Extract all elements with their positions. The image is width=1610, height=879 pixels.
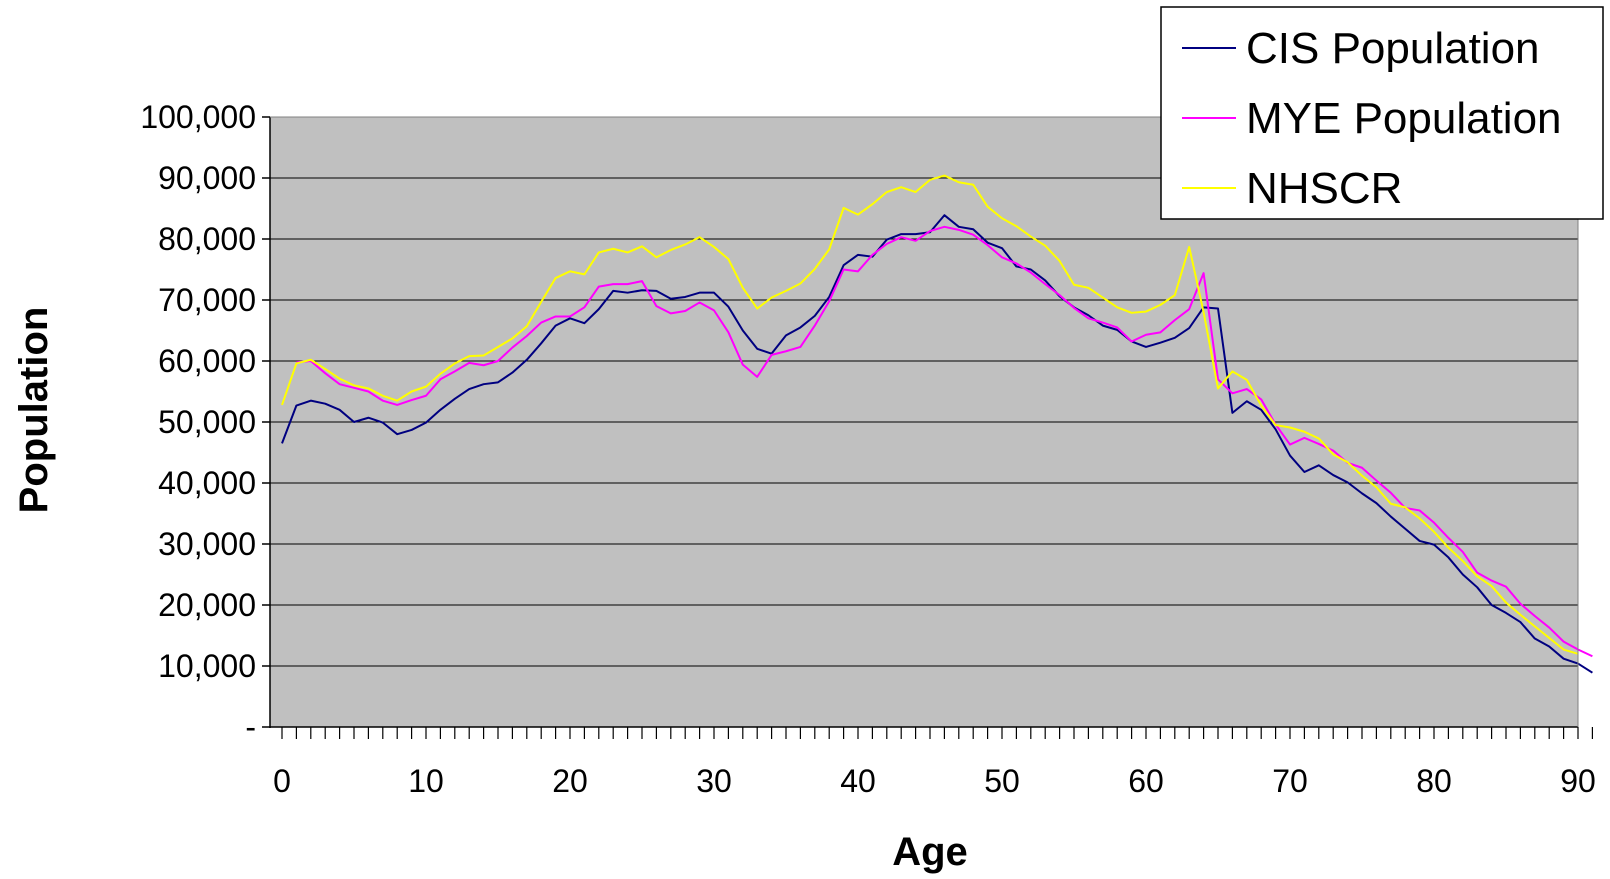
horizontal-gridlines — [270, 177, 1578, 667]
y-tick-label-1: 10,000 — [158, 648, 256, 684]
x-tick-label-9: 90 — [1560, 763, 1596, 799]
y-tick-label-7: 70,000 — [158, 282, 256, 318]
legend-label-1: MYE Population — [1246, 94, 1562, 143]
series-line-0 — [281, 214, 1593, 674]
x-axis-title: Age — [892, 830, 968, 874]
y-axis-title: Population — [12, 307, 56, 514]
legend-label-2: NHSCR — [1246, 164, 1402, 213]
x-tick-label-7: 70 — [1272, 763, 1308, 799]
y-tick-label-6: 60,000 — [158, 343, 256, 379]
y-tick-label-8: 80,000 — [158, 221, 256, 257]
x-tick-label-6: 60 — [1128, 763, 1164, 799]
y-tick-label-9: 90,000 — [158, 160, 256, 196]
y-tick-label-2: 20,000 — [158, 587, 256, 623]
series-line-2 — [281, 174, 1579, 655]
x-tick-label-5: 50 — [984, 763, 1020, 799]
x-tick-label-1: 10 — [408, 763, 444, 799]
y-tick-label-0: - — [245, 709, 256, 745]
y-tick-label-3: 30,000 — [158, 526, 256, 562]
y-tick-label-4: 40,000 — [158, 465, 256, 501]
series-lines — [281, 174, 1593, 674]
legend-label-0: CIS Population — [1246, 24, 1540, 73]
axes — [262, 116, 1594, 739]
x-tick-label-4: 40 — [840, 763, 876, 799]
x-tick-label-8: 80 — [1416, 763, 1452, 799]
x-tick-labels: 0 10 20 30 40 50 60 70 80 90 — [273, 763, 1596, 799]
y-tick-label-10: 100,000 — [140, 99, 256, 135]
y-tick-labels: - 10,000 20,000 30,000 40,000 50,000 60,000 70,… — [140, 99, 256, 745]
y-tick-label-5: 50,000 — [158, 404, 256, 440]
series-line-1 — [296, 225, 1593, 658]
x-tick-label-3: 30 — [696, 763, 732, 799]
x-tick-label-0: 0 — [273, 763, 291, 799]
x-tick-label-2: 20 — [552, 763, 588, 799]
legend-box — [1160, 6, 1604, 220]
legend: CIS Population MYE Population NHSCR — [1160, 6, 1604, 220]
